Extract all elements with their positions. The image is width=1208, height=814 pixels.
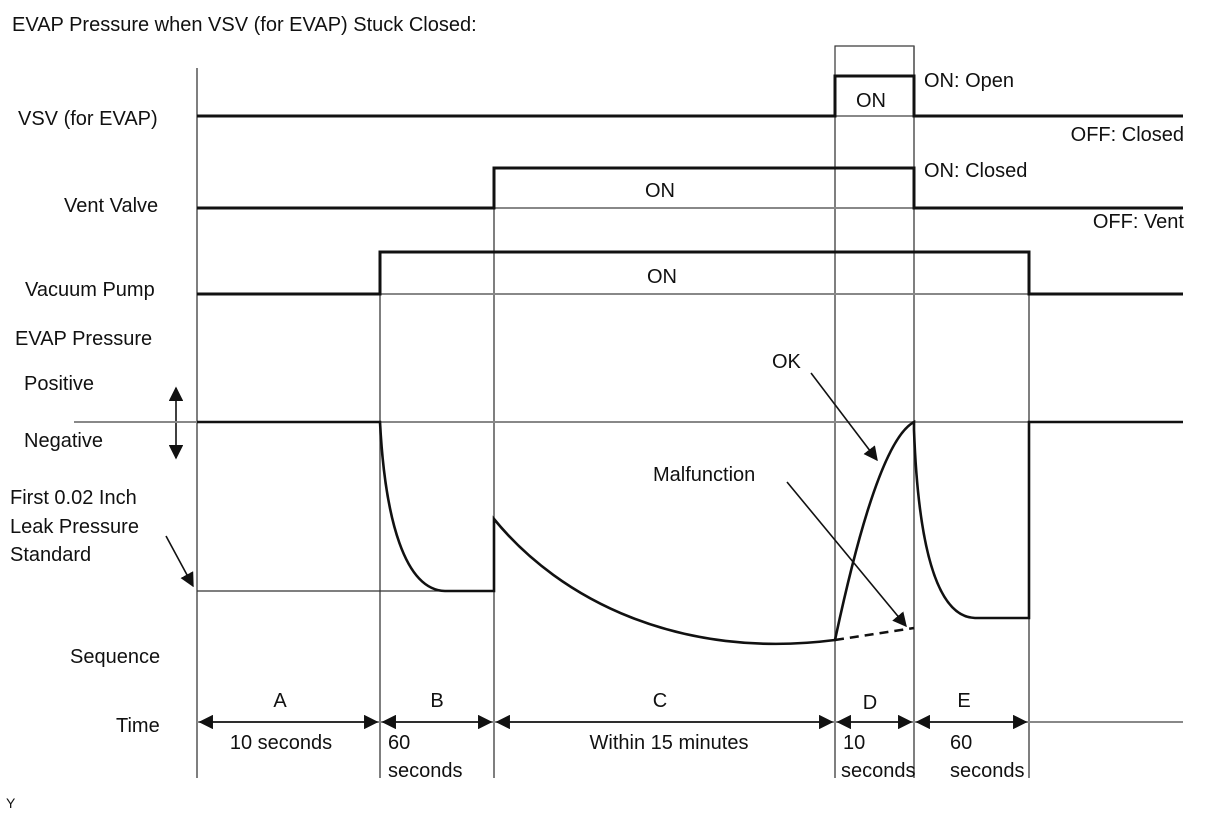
phase-duration: Within 15 minutes — [590, 732, 749, 754]
phase-duration: seconds — [388, 760, 463, 782]
vsv-waveform — [197, 74, 1183, 118]
phase-duration: seconds — [841, 760, 916, 782]
footer-code: Y — [6, 795, 16, 811]
phase-duration: 60 — [388, 732, 410, 754]
positive-label: Positive — [24, 373, 94, 395]
vent-valve-label: Vent Valve — [64, 195, 158, 217]
standard-pointer-arrow — [165, 535, 194, 588]
vsv-on-state-label: ON: Open — [924, 70, 1014, 92]
vent-valve-waveform — [197, 166, 1183, 210]
ok-label: OK — [772, 351, 802, 373]
time-label: Time — [116, 715, 160, 737]
diagram-title: EVAP Pressure when VSV (for EVAP) Stuck … — [12, 14, 477, 36]
vsv-label: VSV (for EVAP) — [18, 108, 158, 130]
phase-letter: A — [273, 690, 287, 712]
standard-label-line3: Standard — [10, 544, 91, 566]
phase-letter: C — [653, 690, 667, 712]
phase-letter: E — [957, 690, 970, 712]
malfunction-pointer-arrow — [786, 481, 907, 628]
sequence-label: Sequence — [70, 646, 160, 668]
standard-label-line1: First 0.02 Inch — [10, 487, 137, 509]
pump-on-text: ON — [647, 266, 677, 288]
malfunction-label: Malfunction — [653, 464, 755, 486]
phase-duration: 10 — [843, 732, 865, 754]
vacuum-pump-waveform — [197, 250, 1183, 296]
evap-pressure-curve — [197, 419, 1183, 646]
vsv-on-text: ON — [856, 90, 886, 112]
vent-on-state-label: ON: Closed — [924, 160, 1027, 182]
malfunction-dashed-curve — [834, 626, 915, 642]
negative-label: Negative — [24, 430, 103, 452]
phase-duration: seconds — [950, 760, 1025, 782]
vacuum-pump-label: Vacuum Pump — [25, 279, 155, 301]
evap-pressure-label: EVAP Pressure — [15, 328, 152, 350]
ok-pointer-arrow — [810, 372, 878, 462]
phase-letter: B — [430, 690, 443, 712]
vsv-off-state-label: OFF: Closed — [1071, 124, 1184, 146]
vent-on-text: ON — [645, 180, 675, 202]
standard-label-line2: Leak Pressure — [10, 516, 139, 538]
vent-off-state-label: OFF: Vent — [1093, 211, 1185, 233]
phase-duration: 10 seconds — [230, 732, 332, 754]
phase-letter: D — [863, 692, 877, 714]
phase-duration: 60 — [950, 732, 972, 754]
